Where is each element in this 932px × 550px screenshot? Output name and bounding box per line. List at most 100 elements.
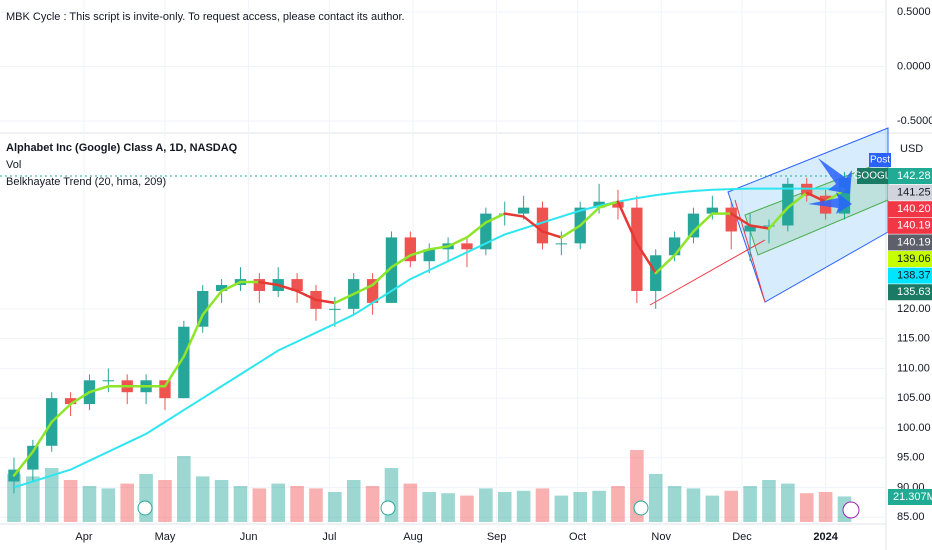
trend-segment: [12, 450, 35, 477]
trend-segment: [522, 215, 544, 233]
y-tick-label: 105.00: [897, 392, 931, 404]
trend-segment: [446, 236, 469, 248]
trend-segment: [427, 245, 450, 251]
candle-body: [555, 243, 568, 245]
trend-segment: [484, 212, 506, 224]
x-tick-label: Sep: [487, 531, 507, 543]
candle-body: [536, 207, 549, 244]
candle-body: [159, 380, 171, 399]
y-tick-label: 115.00: [897, 333, 930, 345]
trend-segment: [560, 224, 582, 239]
y-tick-label: 120.00: [897, 303, 931, 315]
trend-segment: [729, 212, 752, 227]
volume-bar: [573, 492, 588, 522]
candle-body: [593, 201, 605, 208]
axes: 120.00115.00110.00105.00100.0095.0090.00…: [75, 6, 932, 543]
volume-bar: [460, 495, 474, 522]
x-tick-label: Apr: [75, 531, 92, 543]
x-tick-label: Oct: [569, 531, 586, 543]
volume-bar: [648, 474, 663, 522]
volume-bar: [516, 490, 531, 522]
trend-segment: [295, 289, 318, 302]
volume-bar: [818, 492, 833, 522]
candle-body: [197, 290, 209, 327]
event-icons: [137, 500, 860, 519]
trend-segment: [597, 200, 620, 209]
volume-bar: [554, 495, 569, 522]
price-badge-label: 138.37: [897, 270, 931, 282]
candle-body: [838, 177, 851, 214]
price-badge-label: 135.63: [897, 286, 931, 298]
trend-segment: [767, 206, 790, 230]
volume-bar: [762, 480, 776, 522]
vol-label: Vol: [6, 159, 21, 171]
volume-bar: [101, 488, 116, 522]
ticker-badge: [857, 168, 888, 184]
candle-body: [763, 225, 775, 227]
volume-bar: [592, 490, 606, 522]
volume-bar: [799, 493, 814, 522]
trend-segment: [503, 212, 525, 218]
y-tick-label: 100.00: [897, 422, 931, 434]
x-tick-label: 2024: [813, 531, 838, 543]
earnings-icon[interactable]: [137, 500, 153, 516]
arrow: [818, 158, 852, 194]
volume-bar: [781, 483, 795, 522]
price-badge-label: 140.19: [897, 220, 931, 232]
candle-body: [668, 237, 681, 256]
flash-icon[interactable]: [842, 501, 860, 519]
volume-bar: [479, 488, 493, 522]
volume-bar: [63, 480, 78, 522]
post-label: Post: [870, 155, 890, 166]
volume-badge-label: 21.307M: [893, 491, 932, 503]
volume-bar: [611, 486, 625, 522]
trend-segment: [50, 402, 72, 424]
trend-segment: [654, 254, 676, 275]
candle-body: [725, 207, 737, 232]
trend-segment: [465, 221, 488, 239]
currency[interactable]: USD: [900, 143, 923, 155]
trend-segment: [163, 355, 186, 388]
candle-body: [631, 207, 643, 291]
volume-bar: [667, 486, 682, 522]
y-tick-label: 95.00: [897, 452, 925, 464]
earnings-icon[interactable]: [633, 500, 649, 516]
price-badge-label: 141.25: [897, 187, 931, 199]
red-line: [649, 239, 766, 306]
y-tick-label: -0.5000: [897, 115, 932, 127]
candle-body: [385, 237, 398, 303]
y-tick-label: 0.5000: [897, 6, 931, 18]
candle-body: [517, 207, 530, 214]
volume-bar: [271, 483, 286, 522]
x-tick-label: Aug: [403, 531, 423, 543]
trend-segment: [748, 224, 771, 230]
price-badge: [888, 267, 932, 284]
volume-bar: [195, 476, 210, 522]
trend-segment: [786, 191, 808, 209]
price-badge: [888, 168, 932, 184]
arrow: [808, 192, 852, 214]
candle-body: [366, 279, 379, 303]
trend-segment: [692, 212, 714, 233]
price-badge: [888, 217, 932, 234]
trend-segment: [333, 292, 355, 305]
script-note: MBK Cycle : This script is invite-only. …: [6, 11, 405, 23]
x-tick-label: Jun: [240, 531, 258, 543]
volume-bar: [158, 480, 172, 522]
volume-badge: [888, 489, 932, 505]
trend-segment: [88, 385, 110, 394]
candle-body: [329, 308, 341, 310]
earnings-icon[interactable]: [380, 500, 396, 516]
candle-body: [253, 279, 266, 291]
trend-segment: [805, 191, 827, 203]
volume-bar: [346, 480, 361, 522]
volume-bar: [214, 480, 229, 522]
volume-bar: [535, 488, 550, 522]
candle-body: [178, 326, 190, 399]
volume-bar: [82, 486, 97, 522]
indicator-label: Belkhayate Trend (20, hma, 209): [6, 176, 166, 188]
price-badge-label: 139.06: [897, 253, 931, 265]
